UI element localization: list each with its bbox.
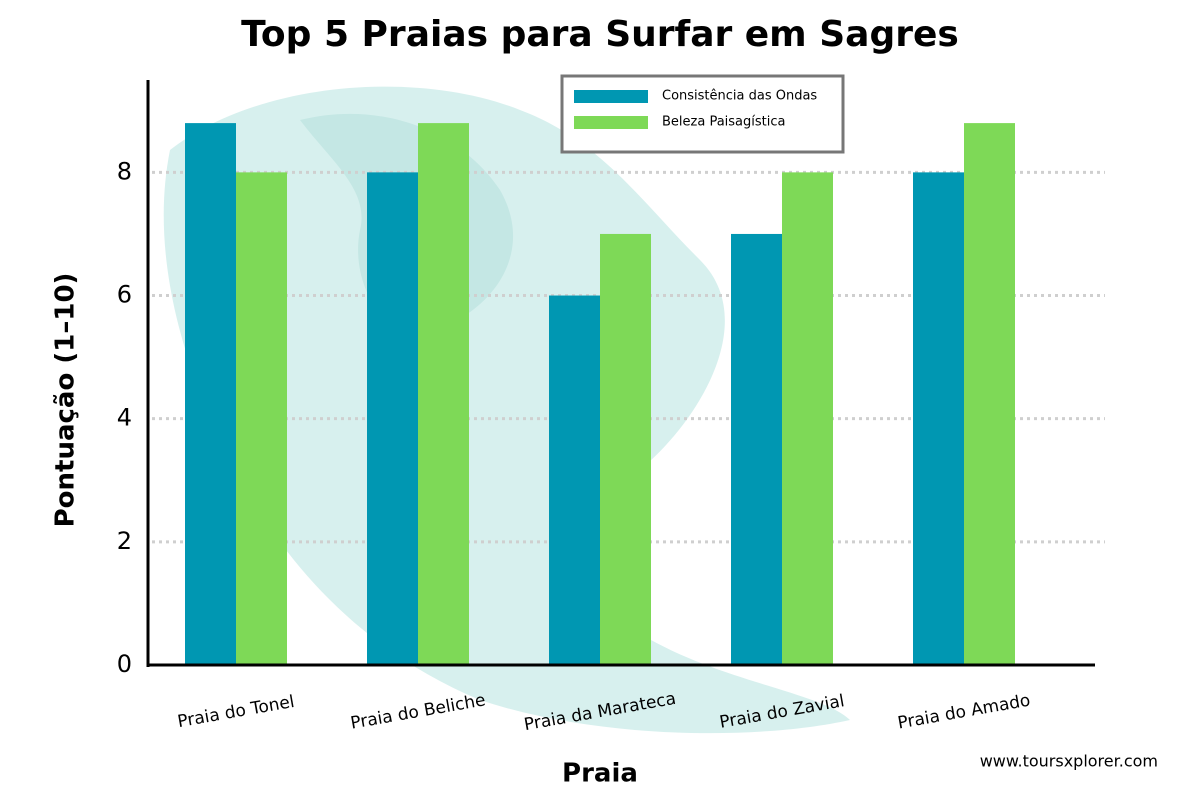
x-tick-label: Praia do Beliche <box>349 690 487 733</box>
y-tick-label: 6 <box>117 281 132 309</box>
legend-label: Consistência das Ondas <box>662 89 817 104</box>
y-tick-label: 0 <box>117 650 132 678</box>
x-tick-label: Praia do Tonel <box>176 692 296 732</box>
bar <box>964 123 1015 665</box>
x-axis-label: Praia <box>562 759 638 789</box>
y-tick-label: 2 <box>117 527 132 555</box>
legend-box <box>560 74 845 154</box>
bar <box>731 233 782 665</box>
bar <box>782 172 833 666</box>
bar <box>367 172 418 666</box>
chart-title: Top 5 Praias para Surfar em Sagres <box>241 14 959 55</box>
bar <box>913 172 964 666</box>
legend-label: Beleza Paisagística <box>662 115 785 130</box>
y-axis-label: Pontuação (1–10) <box>51 273 81 528</box>
y-tick-label: 4 <box>117 404 132 432</box>
y-tick-label: 8 <box>117 157 132 185</box>
legend-swatch <box>574 90 648 103</box>
bar <box>418 123 469 665</box>
legend-swatch <box>574 116 648 129</box>
bar <box>549 295 600 665</box>
footer-credit: www.toursxplorer.com <box>980 752 1158 771</box>
bar <box>236 172 287 666</box>
x-tick-label: Praia do Amado <box>896 690 1032 733</box>
bar <box>185 123 236 665</box>
bar <box>600 233 651 665</box>
